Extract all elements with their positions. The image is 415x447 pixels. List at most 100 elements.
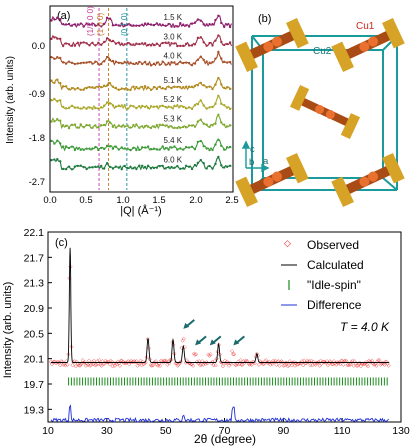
series-point	[220, 40, 223, 44]
peak-label-half-0-0: (1/2 0 0)	[86, 6, 95, 36]
series-point	[220, 164, 223, 167]
panel-a-xlabel: |Q| (Å⁻¹)	[120, 204, 161, 217]
series-point	[85, 167, 88, 171]
series-point	[176, 148, 179, 151]
observed-point: ◇	[339, 358, 343, 364]
observed-point: ◇	[332, 359, 336, 365]
series-point	[217, 50, 220, 54]
series-point	[193, 62, 197, 65]
observed-point: ◇	[321, 359, 325, 365]
series-point	[202, 122, 205, 125]
observed-point: ◇	[304, 360, 308, 366]
series-point	[152, 43, 156, 47]
observed-point: ◇	[327, 360, 331, 366]
series-point	[141, 146, 144, 149]
series-point	[138, 87, 141, 90]
observed-point: ◇	[161, 360, 165, 366]
observed-point: ◇	[228, 361, 232, 367]
series-point	[70, 24, 74, 27]
observed-point: ◇	[289, 360, 293, 366]
observed-point: ◇	[347, 362, 351, 368]
ytick-label: -2.7	[29, 177, 45, 188]
panel-c-legend: ◇ Observed Calculated "Idle-spin" Differ…	[281, 238, 364, 312]
observed-point: ◇	[290, 362, 294, 368]
legend-difference: Difference	[307, 298, 362, 312]
series-point	[59, 37, 62, 41]
peak-arrow	[209, 335, 222, 346]
series-point	[143, 146, 147, 149]
series-point	[228, 164, 232, 168]
series-point	[120, 146, 123, 149]
series-point	[211, 44, 214, 47]
series-point	[120, 125, 123, 128]
observed-point: ◇	[367, 358, 371, 364]
observed-point: ◇	[302, 358, 306, 364]
observed-point: ◇	[250, 362, 254, 368]
observed-point: ◇	[353, 358, 357, 364]
series-point	[88, 106, 91, 109]
series-point	[97, 107, 100, 110]
observed-point: ◇	[126, 359, 130, 365]
series-point	[105, 84, 109, 87]
series-point	[94, 86, 97, 89]
series-point	[97, 165, 100, 168]
series-point	[97, 148, 100, 152]
series-point	[79, 41, 82, 45]
series-point	[135, 85, 138, 89]
series-point	[193, 21, 197, 24]
series-point	[161, 60, 164, 63]
series-point	[149, 44, 153, 47]
series-point	[214, 39, 217, 42]
observed-point: ◇	[192, 351, 196, 357]
series-point	[82, 61, 85, 65]
cu1-label: Cu1	[356, 21, 375, 32]
series-point	[158, 148, 161, 151]
series-point	[199, 19, 202, 22]
observed-point: ◇	[263, 359, 267, 365]
xtick-label: 110	[334, 425, 351, 437]
series-point	[73, 88, 77, 91]
series-point	[170, 146, 173, 149]
observed-point: ◇	[320, 361, 324, 367]
observed-point: ◇	[308, 362, 312, 368]
observed-point: ◇	[333, 360, 337, 366]
observed-point: ◇	[184, 360, 188, 366]
observed-point: ◇	[117, 361, 121, 367]
series-point	[76, 23, 80, 26]
series-point	[149, 167, 153, 170]
observed-point: ◇	[114, 361, 118, 367]
observed-point: ◇	[151, 362, 155, 368]
series-point	[82, 148, 85, 152]
series-point	[211, 148, 214, 152]
observed-point: ◇	[352, 363, 356, 369]
series-point	[61, 145, 65, 148]
peak-arrow	[195, 335, 207, 346]
series-point	[123, 164, 126, 168]
observed-point: ◇	[142, 362, 146, 368]
series-point	[129, 88, 132, 92]
series-point	[190, 167, 194, 171]
series-label: 1.5 K	[163, 13, 182, 22]
observed-point: ◇	[54, 360, 58, 366]
observed-point: ◇	[380, 361, 384, 367]
series-point	[114, 126, 118, 129]
observed-point: ◇	[164, 358, 168, 364]
series-point	[202, 104, 205, 107]
observed-point: ◇	[155, 362, 159, 368]
observed-point: ◇	[315, 360, 319, 366]
series-point	[205, 147, 208, 150]
series-point	[152, 166, 156, 170]
series-point	[141, 85, 144, 89]
observed-point: ◇	[311, 363, 315, 369]
ytick-label: 0.0	[32, 41, 45, 52]
series-point	[202, 41, 205, 44]
xtick-label: 0.0	[43, 195, 56, 206]
series-point	[73, 148, 77, 152]
series-point	[225, 23, 229, 26]
observed-point: ◇	[73, 359, 77, 365]
series-point	[182, 167, 185, 170]
series-point	[88, 124, 91, 127]
observed-point: ◇	[119, 358, 123, 364]
series-point	[167, 166, 170, 169]
